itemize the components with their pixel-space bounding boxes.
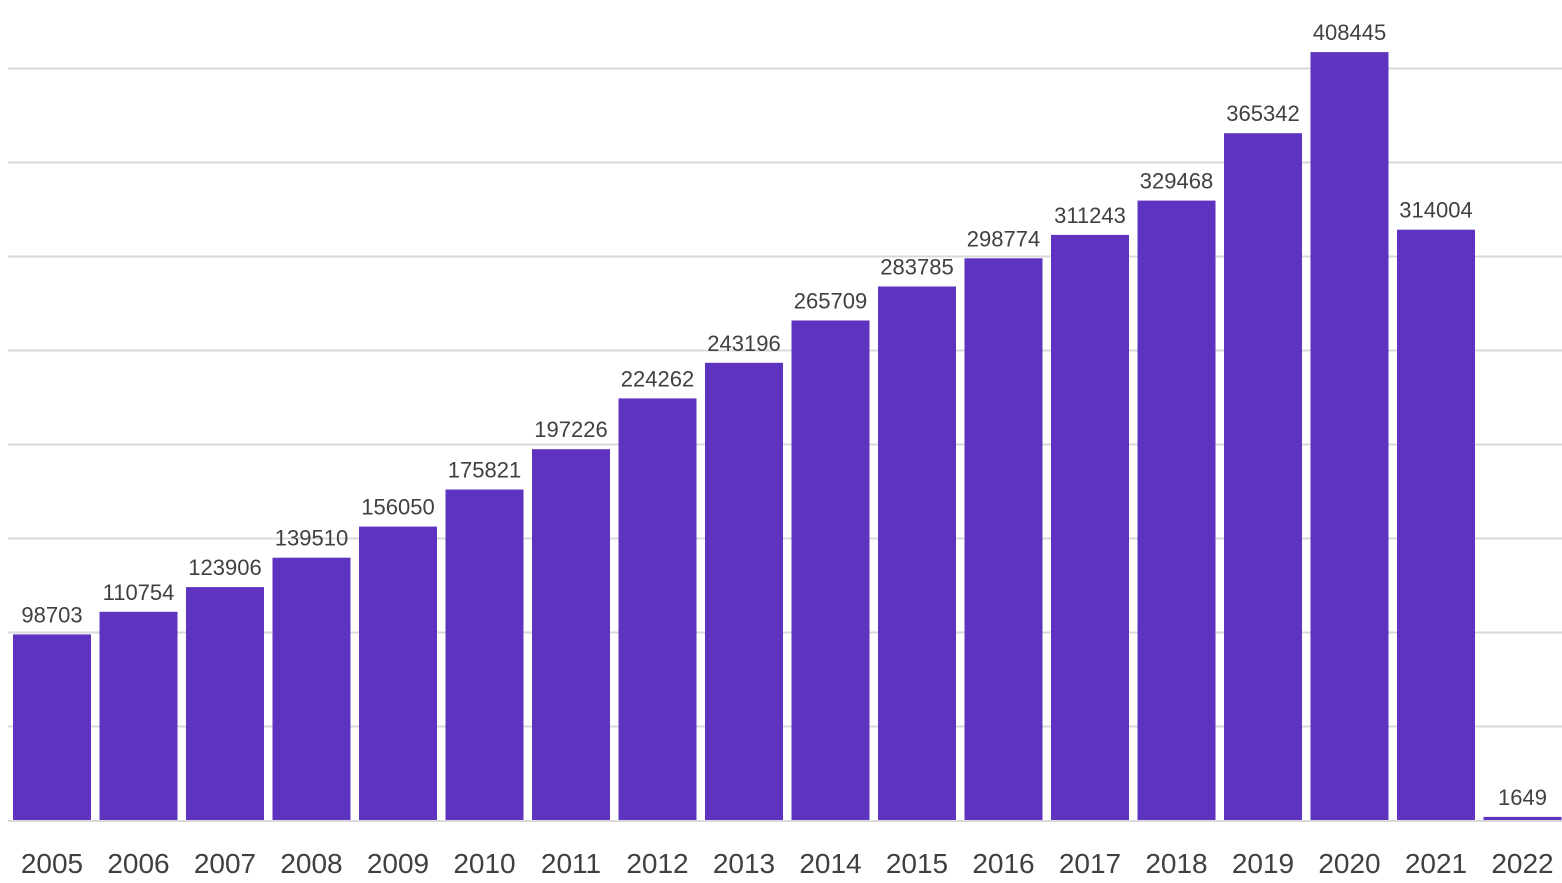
x-tick-label-2008: 2008 [280,848,342,879]
data-labels: 98703 110754 123906 139510 156050 175821 19722… [21,20,1547,810]
x-tick-label-2018: 2018 [1145,848,1207,879]
x-tick-label-2021: 2021 [1405,848,1467,879]
data-label-2005: 98703 [21,602,82,627]
data-label-2017: 311243 [1054,203,1126,228]
x-tick-label-2011: 2011 [541,848,601,879]
data-label-2010: 175821 [448,458,521,483]
x-tick-label-2013: 2013 [713,848,775,879]
bar-2006 [99,611,178,820]
data-label-2018: 329468 [1140,169,1213,194]
bar-2014 [791,320,870,820]
bar-2012 [618,398,697,820]
data-label-2022: 1649 [1498,785,1547,810]
data-label-2015: 283785 [880,255,953,280]
x-tick-label-2015: 2015 [886,848,948,879]
data-label-2021: 314004 [1399,198,1472,223]
x-tick-label-2006: 2006 [107,848,169,879]
x-tick-label-2020: 2020 [1318,848,1380,879]
data-label-2020: 408445 [1313,20,1386,45]
bar-2017 [1051,234,1129,820]
data-label-2012: 224262 [621,366,694,391]
x-tick-label-2022: 2022 [1491,848,1553,879]
bar-2013 [705,362,783,820]
bar-2010 [445,489,524,820]
bar-2005 [13,634,91,820]
x-tick-label-2012: 2012 [626,848,688,879]
bar-2018 [1137,200,1216,821]
bar-2016 [964,258,1043,820]
bar-2009 [359,526,437,820]
x-tick-label-2014: 2014 [799,848,861,879]
bar-2011 [532,449,610,820]
data-label-2008: 139510 [275,526,348,551]
data-label-2011: 197226 [534,417,607,442]
bar-2007 [186,587,264,820]
bar-2008 [272,557,351,820]
data-label-2009: 156050 [361,495,434,520]
data-label-2013: 243196 [707,331,780,356]
x-tick-label-2005: 2005 [21,848,83,879]
data-label-2016: 298774 [967,226,1040,251]
bars [13,52,1562,821]
bar-2021 [1397,229,1475,820]
data-label-2007: 123906 [188,555,261,580]
x-axis-tick-labels: 2005 2006 2007 2008 2009 2010 2011 2012 2013 2014… [21,848,1554,879]
x-tick-label-2019: 2019 [1232,848,1294,879]
data-label-2006: 110754 [103,580,175,605]
bar-2020 [1310,52,1389,821]
gridlines [8,67,1562,728]
bar-2019 [1224,133,1302,820]
bar-2015 [878,286,956,820]
bar-2022 [1483,816,1562,820]
x-tick-label-2007: 2007 [194,848,256,879]
data-label-2014: 265709 [794,289,867,314]
x-tick-label-2010: 2010 [453,848,515,879]
x-tick-label-2009: 2009 [367,848,429,879]
x-tick-label-2016: 2016 [972,848,1034,879]
data-label-2019: 365342 [1226,101,1299,126]
x-tick-label-2017: 2017 [1059,848,1121,879]
